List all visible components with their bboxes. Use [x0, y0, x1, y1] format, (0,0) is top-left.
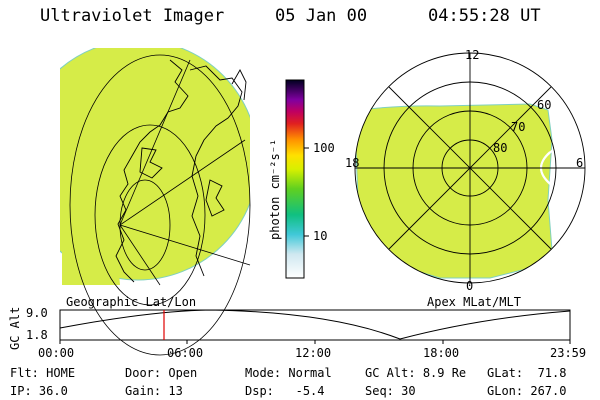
info-dsp: Dsp: -5.4 — [245, 384, 325, 398]
info-gc-alt-value: 8.9 Re — [422, 366, 467, 380]
coastlines — [115, 59, 247, 283]
geographic-image — [60, 48, 251, 356]
colorbar-tick-10: 10 — [313, 229, 328, 243]
colorbar-unit-label: photon cm⁻²s⁻¹ — [268, 138, 282, 240]
altitude-ytick-1-8: 1.8 — [26, 328, 48, 342]
uv-disc-left — [60, 48, 250, 281]
altitude-ylabel: GC Alt — [8, 306, 22, 350]
altitude-xtick-0600: 06:00 — [167, 346, 204, 360]
info-gain: Gain: 13 — [125, 384, 183, 398]
lat-lon-grid — [69, 54, 251, 356]
altitude-xtick-1200: 12:00 — [295, 346, 332, 360]
altitude-xtick-0000: 00:00 — [38, 346, 75, 360]
mlat-label-70: 70 — [511, 120, 526, 134]
mlt-label-12: 12 — [465, 48, 480, 62]
altitude-plot — [59, 309, 571, 344]
info-gain-value: 13 — [168, 384, 183, 398]
uv-lower-fill-left — [62, 170, 120, 285]
mlt-label-6: 6 — [576, 156, 584, 170]
info-flt-value: HOME — [46, 366, 76, 380]
info-seq-value: 30 — [401, 384, 416, 398]
info-door-value: Open — [168, 366, 198, 380]
info-glon-value: 267.0 — [530, 384, 567, 398]
info-glat: GLat: 71.8 — [487, 366, 567, 380]
info-glat-value: 71.8 — [537, 366, 567, 380]
header-date: 05 Jan 00 — [275, 6, 368, 26]
info-door: Door: Open — [125, 366, 198, 380]
polar-image — [354, 52, 586, 284]
colorbar-tick-100: 100 — [313, 141, 335, 155]
info-gc-alt: GC Alt: 8.9 Re — [365, 366, 467, 380]
mlat-label-80: 80 — [493, 141, 508, 155]
polar-grid — [354, 52, 586, 284]
info-mode: Mode: Normal — [245, 366, 332, 380]
color-bar — [285, 79, 309, 279]
altitude-curve — [59, 309, 571, 340]
mlt-label-18: 18 — [345, 156, 360, 170]
altitude-xtick-1800: 18:00 — [423, 346, 460, 360]
info-flt: Flt: HOME — [10, 366, 76, 380]
header-time: 04:55:28 UT — [428, 6, 541, 26]
altitude-ytick-9: 9.0 — [26, 306, 48, 320]
mlt-label-0: 0 — [466, 279, 474, 293]
left-panel-caption: Geographic Lat/Lon — [66, 295, 197, 309]
right-panel-caption: Apex MLat/MLT — [427, 295, 521, 309]
info-seq: Seq: 30 — [365, 384, 416, 398]
info-mode-value: Normal — [288, 366, 332, 380]
altitude-xtick-2359: 23:59 — [550, 346, 587, 360]
info-ip: IP: 36.0 — [10, 384, 68, 398]
info-ip-value: 36.0 — [38, 384, 68, 398]
info-glon: GLon: 267.0 — [487, 384, 567, 398]
info-dsp-value: -5.4 — [295, 384, 325, 398]
mlat-label-60: 60 — [537, 98, 552, 112]
app-title: Ultraviolet Imager — [40, 6, 225, 26]
